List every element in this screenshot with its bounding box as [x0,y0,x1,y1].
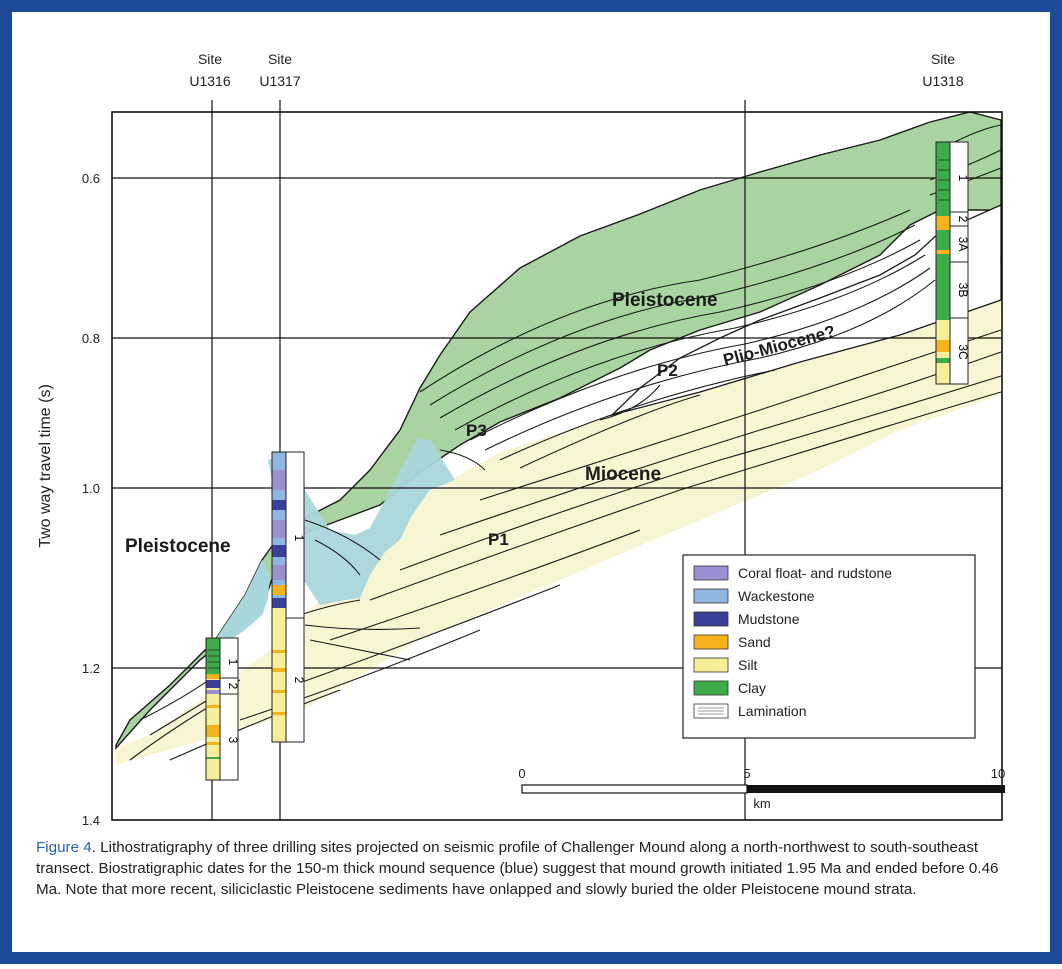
mound-left-flank [215,560,270,640]
unit-label: 3 [226,737,240,744]
label-pleistocene-upper: Pleistocene [612,290,718,311]
label-pleistocene-left: Pleistocene [125,536,231,557]
unit-label: 1 [226,659,240,666]
site-label: Site [198,51,222,67]
core-u1318: 1 2 3A 3B 3C [935,141,970,385]
figure-caption: Figure 4. Lithostratigraphy of three dri… [36,837,1026,900]
site-label: Site [931,51,955,67]
y-axis: 0.6 0.8 1.0 1.2 1.4 [82,171,100,828]
caption-text: . Lithostratigraphy of three drilling si… [36,839,999,898]
site-label: U1318 [922,73,963,89]
y-tick-label: 0.8 [82,331,100,346]
grid-lines [112,100,1002,820]
legend-label: Wackestone [738,588,815,604]
site-label: U1316 [189,73,230,89]
scale-tick: 5 [743,766,750,781]
scale-bar: 0 5 10 km [518,766,1005,811]
label-p2: P2 [657,361,678,380]
unit-label: 2 [956,216,970,223]
y-tick-label: 1.4 [82,813,100,828]
core-u1317: 1 2 [271,451,306,743]
y-axis-label: Two way travel time (s) [37,384,54,548]
legend-label: Lamination [738,703,807,719]
unit-label: 2 [292,677,306,684]
unit-label: 2 [226,683,240,690]
mound-body [268,438,455,605]
scale-tick: 0 [518,766,525,781]
site-label: Site [268,51,292,67]
scale-unit: km [753,796,770,811]
legend: Coral float- and rudstone Wackestone Mud… [682,554,976,739]
unit-label: 3A [956,237,970,252]
label-p3: P3 [466,421,487,440]
legend-label: Clay [738,680,766,696]
legend-label: Mudstone [738,611,800,627]
plio-miocene-unit [609,204,1002,417]
y-tick-label: 1.2 [82,661,100,676]
unit-label: 1 [292,535,306,542]
legend-label: Coral float- and rudstone [738,565,892,581]
unit-label: 3B [956,283,970,298]
y-tick-label: 1.0 [82,481,100,496]
scale-tick: 10 [991,766,1005,781]
legend-label: Sand [738,634,771,650]
site-label: U1317 [259,73,300,89]
unit-label: 3C [956,344,970,360]
y-tick-label: 0.6 [82,171,100,186]
site-labels: Site U1316 Site U1317 Site U1318 [189,51,963,89]
label-p1: P1 [488,530,509,549]
label-miocene: Miocene [585,464,661,485]
unit-label: 1 [956,175,970,182]
plot-frame [111,111,1003,821]
caption-label: Figure 4 [36,839,92,856]
core-u1316: 1 2 3 [205,637,240,781]
legend-label: Silt [738,657,758,673]
